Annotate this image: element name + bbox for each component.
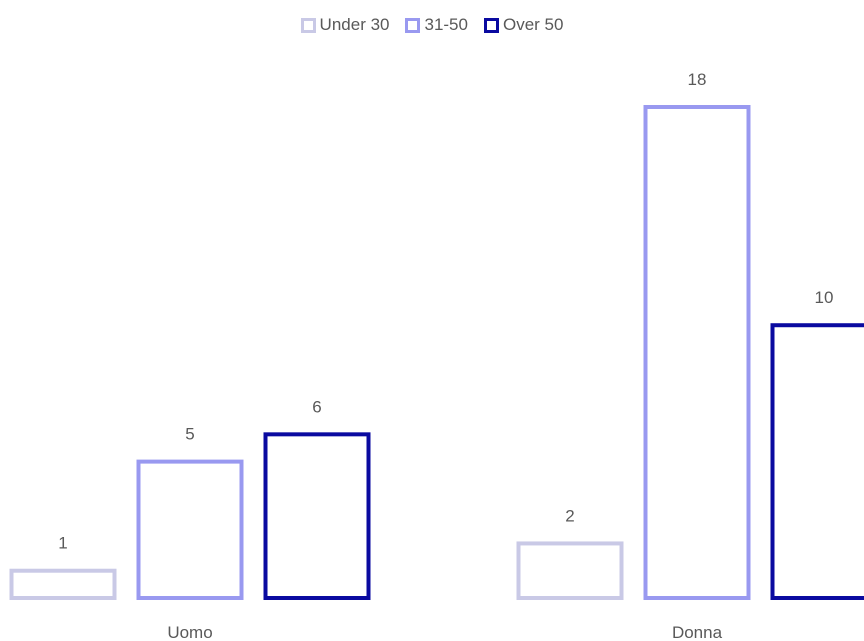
bar-uomo-over-50 (263, 432, 371, 601)
bar-donna-over-50 (770, 323, 864, 600)
legend: Under 30 31-50 Over 50 (0, 15, 864, 35)
category-label-donna: Donna (672, 623, 723, 641)
data-label-uomo-under-30: 1 (58, 534, 67, 553)
legend-label-under-30: Under 30 (319, 15, 390, 34)
legend-item-under-30: Under 30 (300, 15, 390, 35)
data-label-uomo-over-50: 6 (312, 397, 321, 416)
legend-swatch-31-50 (405, 17, 421, 33)
legend-item-over-50: Over 50 (483, 15, 564, 35)
data-label-uomo-31-50: 5 (185, 425, 194, 444)
data-label-donna-31-50: 18 (688, 70, 707, 89)
bar-donna-31-50 (643, 105, 751, 600)
bar-uomo-under-30 (9, 568, 117, 601)
bar-donna-under-30 (516, 541, 624, 601)
category-label-uomo: Uomo (167, 623, 212, 641)
legend-item-31-50: 31-50 (405, 15, 468, 35)
data-label-donna-over-50: 10 (815, 288, 834, 307)
data-label-donna-under-30: 2 (565, 506, 574, 525)
bar-uomo-31-50 (136, 459, 244, 600)
legend-swatch-over-50 (483, 17, 499, 33)
legend-swatch-under-30 (300, 17, 316, 33)
legend-label-over-50: Over 50 (502, 15, 564, 34)
legend-label-31-50: 31-50 (424, 15, 468, 34)
